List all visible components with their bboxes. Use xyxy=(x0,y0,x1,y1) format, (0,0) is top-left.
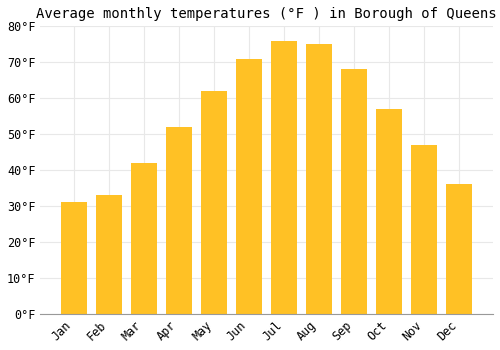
Bar xyxy=(271,41,297,314)
Bar xyxy=(306,44,332,314)
Bar xyxy=(96,195,122,314)
Bar xyxy=(411,145,438,314)
Bar xyxy=(376,109,402,314)
Bar xyxy=(236,59,262,314)
Bar xyxy=(166,127,192,314)
Title: Average monthly temperatures (°F ) in Borough of Queens: Average monthly temperatures (°F ) in Bo… xyxy=(36,7,497,21)
Bar xyxy=(201,91,228,314)
Bar xyxy=(61,202,87,314)
Bar xyxy=(341,69,367,314)
Bar xyxy=(131,163,157,314)
Bar xyxy=(446,184,472,314)
